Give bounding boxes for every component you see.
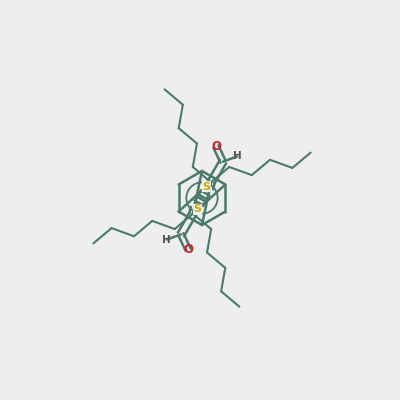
Text: S: S bbox=[202, 182, 210, 192]
Text: O: O bbox=[211, 140, 221, 153]
Text: S: S bbox=[194, 204, 202, 214]
Text: O: O bbox=[183, 243, 193, 256]
Text: H: H bbox=[162, 234, 171, 244]
Text: H: H bbox=[233, 152, 242, 162]
